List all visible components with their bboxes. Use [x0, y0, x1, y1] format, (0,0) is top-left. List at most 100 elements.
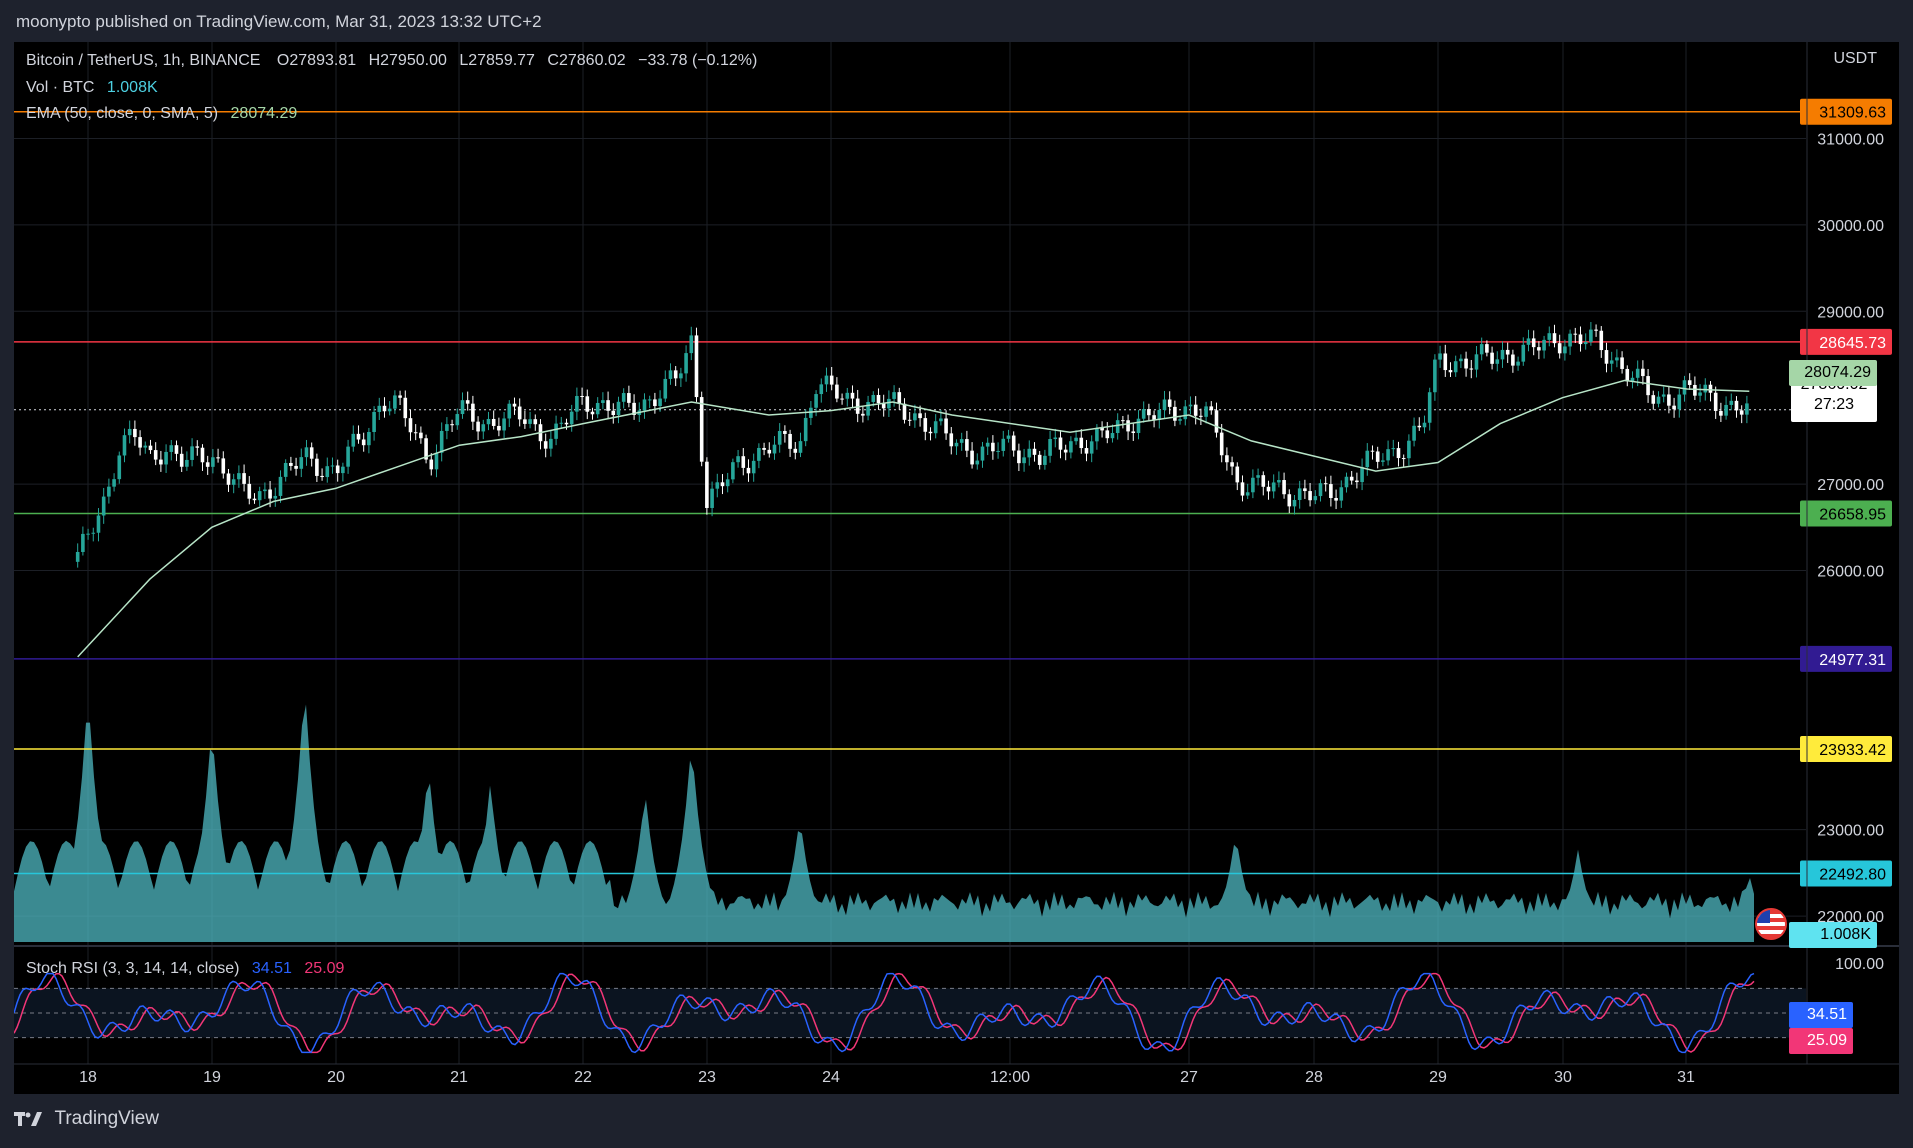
- candle-body: [1516, 361, 1520, 366]
- chart-area[interactable]: 31000.00 30000.00 29000.00 27000.00 26000.00…: [14, 42, 1899, 1094]
- candle-body: [86, 533, 90, 535]
- candle-body: [549, 438, 553, 449]
- candle-body: [1193, 404, 1198, 416]
- chart-svg[interactable]: 31000.00 30000.00 29000.00 27000.00 26000.00…: [14, 42, 1899, 1094]
- candle-body: [346, 446, 350, 467]
- candle-body: [1646, 376, 1650, 396]
- candle-body: [335, 465, 340, 474]
- candle-body: [991, 442, 995, 452]
- candle-body: [959, 439, 964, 443]
- candle-body: [996, 450, 1000, 452]
- price-level-badge: [1800, 98, 1892, 125]
- us-flag-icon[interactable]: [1755, 908, 1787, 940]
- candle-body: [1485, 344, 1489, 353]
- time-tick-label: 20: [327, 1069, 345, 1086]
- candle-body: [1303, 488, 1307, 492]
- candle-body: [1604, 350, 1609, 364]
- candle-body: [985, 442, 990, 447]
- candle-body: [1058, 437, 1063, 450]
- candle-body: [491, 418, 496, 426]
- candle-body: [486, 418, 491, 425]
- price-level-value: 22492.80: [1819, 867, 1886, 884]
- candle-body: [408, 418, 413, 433]
- candle-body: [1349, 476, 1354, 481]
- candle-body: [1391, 448, 1396, 450]
- candle-body: [1235, 466, 1240, 483]
- time-tick-label: 31: [1677, 1069, 1695, 1086]
- candle-body: [91, 532, 96, 534]
- candle-body: [1355, 480, 1359, 483]
- candle-body: [585, 396, 590, 412]
- ema-label: EMA (50, close, 0, SMA, 5): [26, 105, 219, 122]
- candle-body: [1188, 404, 1193, 407]
- candle-body: [434, 452, 439, 470]
- candle-body: [1542, 339, 1546, 351]
- price-level-value: 31309.63: [1819, 105, 1886, 122]
- candle-body: [783, 431, 787, 434]
- stoch-k-value: 34.51: [251, 960, 292, 977]
- candle-body: [330, 465, 335, 467]
- candle-body: [1511, 354, 1515, 366]
- candle-body: [939, 418, 943, 422]
- candle-body: [476, 421, 480, 432]
- candle-body: [1620, 357, 1624, 369]
- candle-body: [1703, 384, 1708, 393]
- candle-body: [1219, 432, 1224, 456]
- candle-body: [75, 551, 80, 562]
- candle-body: [1157, 409, 1162, 421]
- candle-body: [507, 403, 512, 419]
- candle-body: [590, 411, 595, 415]
- candle-body: [320, 475, 324, 478]
- volume-area: [14, 704, 1754, 942]
- candle-body: [1438, 353, 1442, 360]
- candle-body: [741, 456, 746, 468]
- candle-body: [595, 402, 600, 415]
- candle-body: [1173, 406, 1177, 421]
- candle-body: [1521, 344, 1526, 362]
- candle-body: [81, 533, 85, 552]
- candle-body: [705, 461, 709, 508]
- candle-body: [684, 353, 688, 374]
- candle-body: [1079, 437, 1084, 449]
- candle-body: [1531, 338, 1536, 348]
- candle-body: [439, 430, 444, 453]
- candle-body: [512, 403, 517, 407]
- candle-body: [1682, 380, 1687, 395]
- candle-body: [824, 375, 829, 385]
- candle-body: [190, 446, 194, 460]
- candle-body: [289, 462, 293, 466]
- candle-body: [268, 489, 272, 499]
- candle-body: [1708, 384, 1713, 393]
- candle-body: [450, 424, 454, 426]
- candle-body: [1469, 368, 1474, 370]
- candle-body: [460, 400, 465, 415]
- candle-body: [1074, 437, 1078, 442]
- candle-body: [746, 467, 751, 474]
- price-level-badge: [1800, 500, 1892, 527]
- price-tick-label: 22000.00: [1817, 909, 1884, 926]
- candle-body: [1011, 435, 1016, 451]
- candle-body: [1214, 410, 1219, 433]
- candle-body: [1381, 460, 1385, 462]
- candle-body: [294, 465, 298, 469]
- candle-body: [876, 394, 881, 404]
- candle-body: [211, 457, 215, 467]
- candle-body: [892, 392, 896, 399]
- candle-body: [809, 407, 813, 418]
- publish-header: moonypto published on TradingView.com, M…: [0, 0, 1913, 42]
- candle-body: [1053, 437, 1058, 440]
- candle-body: [1360, 467, 1364, 483]
- candle-body: [1162, 399, 1167, 410]
- candle-body: [803, 417, 808, 442]
- candle-body: [419, 432, 423, 439]
- high-label: H: [368, 52, 381, 69]
- candle-body: [751, 460, 756, 474]
- tradingview-logo-icon: [14, 1112, 42, 1126]
- candle-body: [1729, 400, 1734, 405]
- candle-body: [1204, 406, 1208, 417]
- volume-label: Vol · BTC: [26, 79, 95, 96]
- candle-body: [200, 447, 205, 463]
- candle-body: [1427, 392, 1432, 423]
- candle-body: [762, 447, 766, 450]
- candle-body: [1594, 329, 1598, 331]
